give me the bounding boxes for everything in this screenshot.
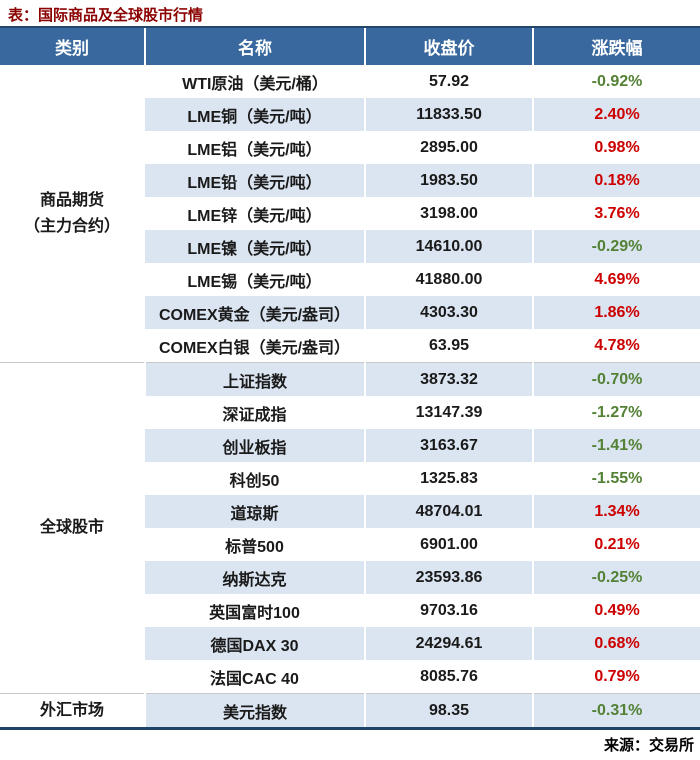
close-price-cell: 13147.39 [364, 396, 533, 429]
name-cell: 英国富时100 [145, 594, 365, 627]
name-cell: COMEX黄金（美元/盎司） [145, 296, 365, 329]
close-price-cell: 3198.00 [364, 197, 533, 230]
close-price-cell: 3873.32 [364, 362, 533, 396]
header-change-pct: 涨跌幅 [532, 28, 700, 65]
change-pct-cell: 4.78% [532, 329, 700, 363]
table-title: 表：国际商品及全球股市行情 [8, 7, 204, 24]
change-pct-cell: 0.98% [532, 131, 700, 164]
change-pct-cell: -0.70% [532, 362, 700, 396]
change-pct-cell: 3.76% [532, 197, 700, 230]
table-row: LME铜（美元/吨） 11833.50 2.40% [0, 98, 700, 131]
close-price-cell: 63.95 [364, 329, 533, 363]
name-cell: LME锌（美元/吨） [145, 197, 365, 230]
name-cell: LME锡（美元/吨） [145, 263, 365, 296]
table-row: LME锌（美元/吨） 3198.00 3.76% [0, 197, 700, 230]
table-row: 科创50 1325.83 -1.55% [0, 462, 700, 495]
close-price-cell: 2895.00 [364, 131, 533, 164]
header-name: 名称 [144, 28, 365, 65]
close-price-cell: 6901.00 [364, 528, 533, 561]
name-cell: 美元指数 [144, 693, 365, 727]
change-pct-cell: 0.49% [532, 594, 700, 627]
table-row: 纳斯达克 23593.86 -0.25% [0, 561, 700, 594]
table-row: 英国富时100 9703.16 0.49% [0, 594, 700, 627]
change-pct-cell: 0.68% [532, 627, 700, 660]
change-pct-cell: 0.21% [532, 528, 700, 561]
change-pct-cell: -0.31% [532, 693, 700, 727]
name-cell: 标普500 [145, 528, 365, 561]
change-pct-cell: -0.92% [532, 65, 700, 98]
category-cell: 商品期货 （主力合约） [0, 65, 145, 363]
close-price-cell: 23593.86 [364, 561, 533, 594]
table-row: 道琼斯 48704.01 1.34% [0, 495, 700, 528]
change-pct-cell: -0.29% [532, 230, 700, 263]
header-close-price: 收盘价 [364, 28, 533, 65]
name-cell: 德国DAX 30 [145, 627, 365, 660]
table-row: LME铝（美元/吨） 2895.00 0.98% [0, 131, 700, 164]
close-price-cell: 48704.01 [364, 495, 533, 528]
data-table: 类别 名称 收盘价 涨跌幅 商品期货 （主力合约） WTI原油（美元/桶） 57.9… [0, 28, 700, 727]
change-pct-cell: 2.40% [532, 98, 700, 131]
category-cell: 外汇市场 [0, 693, 145, 727]
table-row: COMEX黄金（美元/盎司） 4303.30 1.86% [0, 296, 700, 329]
table-row: 标普500 6901.00 0.21% [0, 528, 700, 561]
header-category: 类别 [0, 28, 145, 65]
change-pct-cell: 4.69% [532, 263, 700, 296]
table-row: LME锡（美元/吨） 41880.00 4.69% [0, 263, 700, 296]
table-row: COMEX白银（美元/盎司） 63.95 4.78% [0, 329, 700, 363]
close-price-cell: 98.35 [364, 693, 533, 727]
category-cell: 全球股市 [0, 362, 145, 694]
name-cell: 深证成指 [145, 396, 365, 429]
table-row: 德国DAX 30 24294.61 0.68% [0, 627, 700, 660]
market-table: 类别 名称 收盘价 涨跌幅 商品期货 （主力合约） WTI原油（美元/桶） 57.9… [0, 26, 700, 730]
close-price-cell: 41880.00 [364, 263, 533, 296]
close-price-cell: 24294.61 [364, 627, 533, 660]
change-pct-cell: -1.27% [532, 396, 700, 429]
name-cell: LME铜（美元/吨） [145, 98, 365, 131]
change-pct-cell: -0.25% [532, 561, 700, 594]
close-price-cell: 1983.50 [364, 164, 533, 197]
table-row: 法国CAC 40 8085.76 0.79% [0, 660, 700, 694]
name-cell: LME镍（美元/吨） [145, 230, 365, 263]
header-row: 类别 名称 收盘价 涨跌幅 [0, 28, 700, 65]
change-pct-cell: 1.34% [532, 495, 700, 528]
change-pct-cell: -1.41% [532, 429, 700, 462]
name-cell: 创业板指 [145, 429, 365, 462]
source-note: 来源：交易所 [603, 737, 694, 754]
name-cell: LME铝（美元/吨） [145, 131, 365, 164]
table-row: 商品期货 （主力合约） WTI原油（美元/桶） 57.92 -0.92% [0, 65, 700, 363]
close-price-cell: 1325.83 [364, 462, 533, 495]
change-pct-cell: -1.55% [532, 462, 700, 495]
name-cell: COMEX白银（美元/盎司） [145, 329, 365, 363]
name-cell: 道琼斯 [145, 495, 365, 528]
change-pct-cell: 1.86% [532, 296, 700, 329]
name-cell: 上证指数 [144, 362, 365, 396]
table-row: 深证成指 13147.39 -1.27% [0, 396, 700, 429]
name-cell: WTI原油（美元/桶） [144, 65, 365, 98]
name-cell: LME铅（美元/吨） [145, 164, 365, 197]
close-price-cell: 14610.00 [364, 230, 533, 263]
name-cell: 科创50 [145, 462, 365, 495]
table-row: 创业板指 3163.67 -1.41% [0, 429, 700, 462]
name-cell: 纳斯达克 [145, 561, 365, 594]
close-price-cell: 11833.50 [364, 98, 533, 131]
close-price-cell: 3163.67 [364, 429, 533, 462]
close-price-cell: 57.92 [364, 65, 533, 98]
close-price-cell: 9703.16 [364, 594, 533, 627]
table-row: LME镍（美元/吨） 14610.00 -0.29% [0, 230, 700, 263]
close-price-cell: 4303.30 [364, 296, 533, 329]
change-pct-cell: 0.79% [532, 660, 700, 694]
name-cell: 法国CAC 40 [145, 660, 365, 694]
table-row: 全球股市 上证指数 3873.32 -0.70% [0, 362, 700, 694]
table-row: LME铅（美元/吨） 1983.50 0.18% [0, 164, 700, 197]
close-price-cell: 8085.76 [364, 660, 533, 694]
table-row: 外汇市场 美元指数 98.35 -0.31% [0, 693, 700, 727]
change-pct-cell: 0.18% [532, 164, 700, 197]
